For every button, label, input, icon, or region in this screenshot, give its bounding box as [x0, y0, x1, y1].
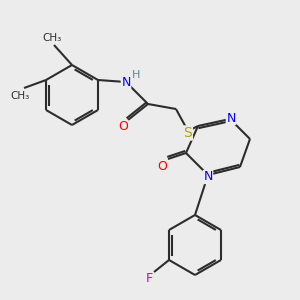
Text: N: N [121, 76, 131, 88]
Text: H: H [132, 70, 140, 80]
Text: N: N [203, 170, 213, 184]
Text: S: S [184, 126, 192, 140]
Text: CH₃: CH₃ [11, 91, 30, 101]
Text: O: O [157, 160, 167, 172]
Text: N: N [226, 112, 236, 124]
Text: CH₃: CH₃ [42, 33, 62, 43]
Text: F: F [146, 272, 153, 286]
Text: O: O [118, 121, 128, 134]
